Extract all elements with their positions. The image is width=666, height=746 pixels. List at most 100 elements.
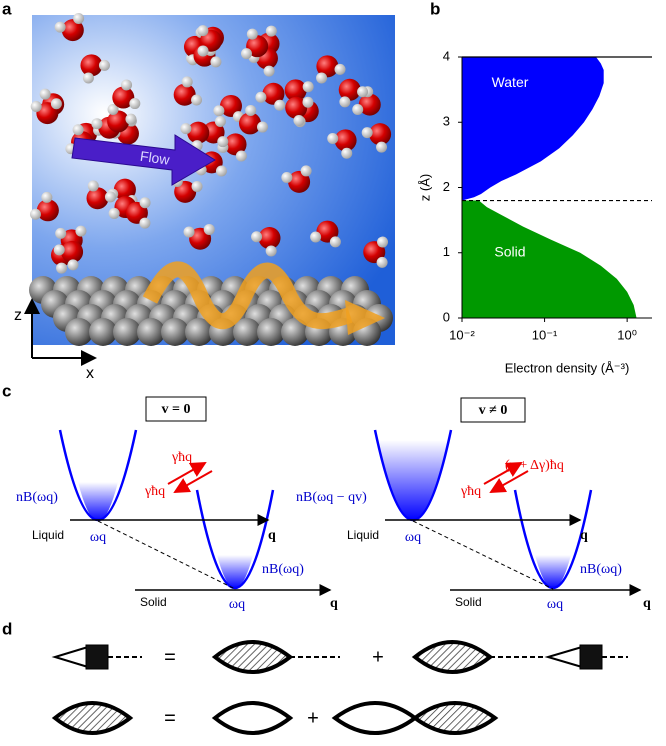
hydrogen-atom xyxy=(377,237,388,248)
plus: + xyxy=(372,646,384,668)
hydrogen-atom xyxy=(281,172,292,183)
metal-atom xyxy=(257,318,285,346)
rate-arrow xyxy=(168,463,205,484)
hydrogen-atom xyxy=(316,72,327,83)
hydrogen-atom xyxy=(310,231,321,242)
frequency-label: ωq xyxy=(90,530,106,545)
metal-atom xyxy=(161,318,189,346)
panel-label: a xyxy=(2,0,12,18)
hydrogen-atom xyxy=(55,228,66,239)
diagram-equations xyxy=(55,642,628,733)
hydrogen-atom xyxy=(129,98,140,109)
q-label: q xyxy=(268,528,276,543)
q-label: q xyxy=(643,596,651,611)
density-area xyxy=(462,57,604,201)
hydrogen-atom xyxy=(198,45,209,56)
hydrogen-atom xyxy=(31,101,42,112)
hydrogen-atom xyxy=(99,60,110,71)
hydrogen-atom xyxy=(88,180,99,191)
liquid-occupation-fill xyxy=(78,482,118,521)
hydrogen-atom xyxy=(54,244,65,255)
y-tick-label: 1 xyxy=(443,244,450,259)
hydrogen-atom xyxy=(377,257,388,268)
hydrogen-atom xyxy=(68,259,79,270)
hydrogen-atom xyxy=(236,151,247,162)
metal-atom xyxy=(137,318,165,346)
vertex-block xyxy=(580,645,602,669)
bubble-hatched xyxy=(215,642,290,672)
solid-label: Solid xyxy=(140,595,167,609)
hydrogen-atom xyxy=(56,263,67,274)
y-tick-label: 0 xyxy=(443,309,450,324)
rate-label: γħq xyxy=(144,484,165,499)
y-tick-label: 3 xyxy=(443,114,450,129)
x-tick-label: 10⁻² xyxy=(449,327,475,342)
hydrogen-atom xyxy=(357,86,368,97)
hydrogen-atom xyxy=(255,92,266,103)
frequency-label: ωq xyxy=(229,597,245,612)
equals: = xyxy=(164,707,176,729)
hydrogen-atom xyxy=(241,48,252,59)
hydrogen-atom xyxy=(330,236,341,247)
hydrogen-atom xyxy=(180,123,191,134)
hydrogen-atom xyxy=(91,118,102,129)
simulation-render xyxy=(29,13,395,346)
hydrogen-atom xyxy=(301,165,312,176)
hydrogen-atom xyxy=(247,29,258,40)
x-axis-label: x xyxy=(86,365,94,382)
hydrogen-atom xyxy=(139,218,150,229)
hydrogen-atom xyxy=(51,98,62,109)
liquid-occupation-fill xyxy=(377,440,449,520)
hydrogen-atom xyxy=(83,72,94,83)
hydrogen-atom xyxy=(216,166,227,177)
bubble xyxy=(215,703,290,733)
occupation-label: nB(ωq) xyxy=(262,562,304,577)
hydrogen-atom xyxy=(105,191,116,202)
hydrogen-atom xyxy=(302,97,313,108)
hydrogen-atom xyxy=(125,114,136,125)
transfer-line xyxy=(98,521,235,589)
bubble-hatched xyxy=(415,642,490,672)
occupation-label: nB(ωq − qv) xyxy=(296,490,367,505)
x-axis-label: Electron density (Å⁻³) xyxy=(505,360,630,375)
hydrogen-atom xyxy=(362,127,373,138)
x-tick-label: 10⁻¹ xyxy=(532,327,558,342)
hydrogen-atom xyxy=(41,192,52,203)
hydrogen-atom xyxy=(266,26,277,37)
z-axis-label: z xyxy=(14,307,22,324)
series-label: Water xyxy=(492,74,529,90)
hydrogen-atom xyxy=(339,96,350,107)
q-label: q xyxy=(580,528,588,543)
rate-arrow xyxy=(491,471,528,492)
y-tick-label: 2 xyxy=(443,179,450,194)
condition: v = 0 xyxy=(162,402,191,417)
solid-label: Solid xyxy=(455,595,482,609)
hydrogen-atom xyxy=(75,226,86,237)
bubble-hatched xyxy=(415,703,495,733)
hydrogen-atom xyxy=(30,209,41,220)
series-label: Solid xyxy=(494,243,525,259)
vertex-shape xyxy=(548,647,582,667)
hydrogen-atom xyxy=(182,76,193,87)
q-label: q xyxy=(330,596,338,611)
vertex-block xyxy=(86,645,108,669)
hydrogen-atom xyxy=(264,66,275,77)
hydrogen-atom xyxy=(293,115,304,126)
solid-occupation-fill xyxy=(217,555,253,589)
hydrogen-atom xyxy=(140,197,151,208)
occupation-label: nB(ωq) xyxy=(16,490,58,505)
hydrogen-atom xyxy=(73,13,84,24)
hydrogen-atom xyxy=(191,95,202,106)
hydrogen-atom xyxy=(192,181,203,192)
frequency-label: ωq xyxy=(405,530,421,545)
metal-atom xyxy=(89,318,117,346)
x-tick-label: 10⁰ xyxy=(617,327,637,342)
bubble-hatched xyxy=(55,703,130,733)
equals: = xyxy=(164,646,176,668)
hydrogen-atom xyxy=(341,148,352,159)
hydrogen-atom xyxy=(184,226,195,237)
bubble xyxy=(335,703,415,733)
frequency-label: ωq xyxy=(547,597,563,612)
panel-label: c xyxy=(2,381,11,400)
vertex-shape xyxy=(55,647,88,667)
